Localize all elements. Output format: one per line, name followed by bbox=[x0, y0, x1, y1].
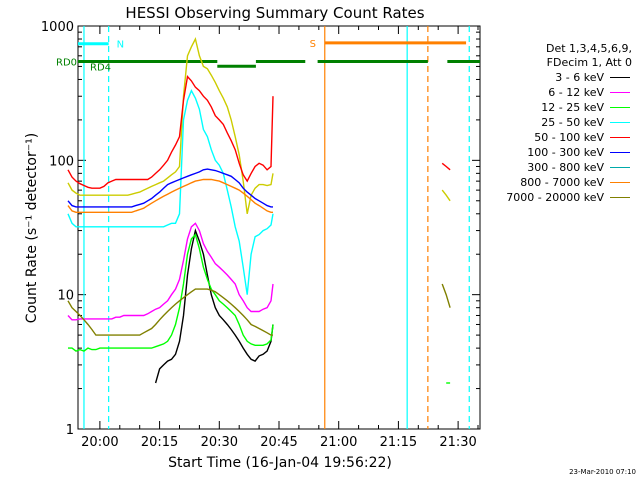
state-bars: N S RD0 RD4 bbox=[56, 39, 480, 73]
legend-header-1: Det 1,3,4,5,6,9, bbox=[545, 42, 632, 55]
state-bar-label: N bbox=[117, 40, 124, 51]
x-tick-labels: 20:00 20:15 20:30 20:45 21:00 21:15 21:30 bbox=[81, 435, 477, 450]
axis-ticks bbox=[78, 26, 480, 430]
state-bar-label: RD0 bbox=[56, 57, 77, 68]
y-tick-label: 100 bbox=[49, 154, 74, 169]
legend-entry-swatch bbox=[610, 197, 630, 198]
legend: Det 1,3,4,5,6,9, FDecim 1, Att 0 3 - 6 k… bbox=[500, 42, 632, 205]
legend-entry-swatch bbox=[610, 77, 630, 78]
legend-entry: 3 - 6 keV bbox=[500, 70, 632, 85]
series-line bbox=[154, 228, 274, 384]
legend-header-2: FDecim 1, Att 0 bbox=[546, 56, 632, 69]
y-tick-labels: 1 10 100 1000 bbox=[41, 20, 74, 438]
legend-entry-label: 300 - 800 keV bbox=[527, 161, 604, 174]
legend-entry-swatch bbox=[610, 92, 630, 93]
x-tick-label: 20:45 bbox=[260, 435, 297, 450]
timestamp-stamp: 23-Mar-2010 07:10 bbox=[569, 468, 636, 476]
legend-entry-label: 7000 - 20000 keV bbox=[506, 191, 604, 204]
state-bar-label: S bbox=[310, 39, 316, 50]
legend-entry-label: 3 - 6 keV bbox=[555, 71, 604, 84]
chart-title: HESSI Observing Summary Count Rates bbox=[125, 4, 424, 22]
legend-entry-label: 50 - 100 keV bbox=[534, 131, 604, 144]
series-line bbox=[67, 288, 273, 336]
legend-entry: 100 - 300 keV bbox=[500, 145, 632, 160]
series-line bbox=[441, 283, 451, 308]
series-line bbox=[67, 222, 274, 321]
legend-entry: 6 - 12 keV bbox=[500, 85, 632, 100]
legend-entry-label: 6 - 12 keV bbox=[548, 86, 604, 99]
legend-entry-label: 800 - 7000 keV bbox=[520, 176, 604, 189]
series-line bbox=[67, 89, 274, 295]
data-series bbox=[67, 36, 451, 384]
legend-entry-swatch bbox=[610, 137, 630, 138]
legend-entry-swatch bbox=[610, 182, 630, 183]
legend-entry-swatch bbox=[610, 122, 630, 123]
state-bar-label: RD4 bbox=[90, 62, 111, 73]
legend-entry: 800 - 7000 keV bbox=[500, 175, 632, 190]
x-tick-label: 20:30 bbox=[201, 435, 238, 450]
legend-entry: 25 - 50 keV bbox=[500, 115, 632, 130]
y-tick-label: 10 bbox=[57, 289, 74, 304]
series-line bbox=[67, 178, 273, 213]
legend-entry-swatch bbox=[610, 107, 630, 108]
y-axis-label: Count Rate (s⁻¹ detector⁻¹) bbox=[24, 133, 40, 323]
legend-entry: 12 - 25 keV bbox=[500, 100, 632, 115]
series-line-yellow bbox=[67, 36, 274, 214]
x-tick-label: 21:15 bbox=[380, 435, 417, 450]
series-line-yellow bbox=[441, 189, 451, 202]
series-line bbox=[68, 233, 274, 352]
legend-entry-swatch bbox=[610, 167, 630, 168]
legend-entry-label: 100 - 300 keV bbox=[527, 146, 604, 159]
series-line bbox=[67, 168, 273, 208]
series-line bbox=[441, 162, 451, 171]
legend-entry-swatch bbox=[610, 152, 630, 153]
legend-entry-label: 25 - 50 keV bbox=[541, 116, 604, 129]
y-tick-label: 1000 bbox=[41, 20, 74, 35]
legend-entry-label: 12 - 25 keV bbox=[541, 101, 604, 114]
x-tick-label: 20:00 bbox=[81, 435, 118, 450]
x-axis-label: Start Time (16-Jan-04 19:56:22) bbox=[168, 455, 392, 471]
x-tick-label: 21:00 bbox=[320, 435, 357, 450]
legend-entry: 7000 - 20000 keV bbox=[500, 190, 632, 205]
x-tick-label: 21:30 bbox=[439, 435, 476, 450]
legend-entry: 50 - 100 keV bbox=[500, 130, 632, 145]
legend-entry: 300 - 800 keV bbox=[500, 160, 632, 175]
x-tick-label: 20:15 bbox=[141, 435, 178, 450]
series-line bbox=[67, 75, 274, 189]
y-tick-label: 1 bbox=[66, 423, 74, 438]
